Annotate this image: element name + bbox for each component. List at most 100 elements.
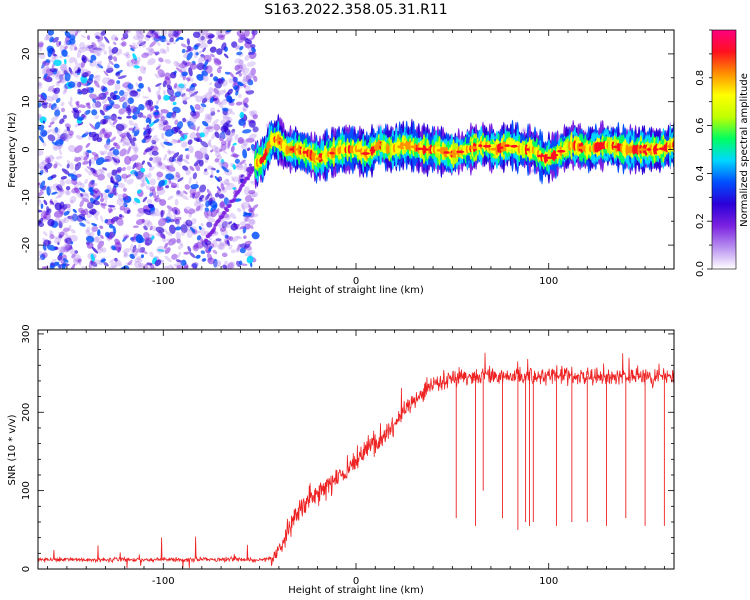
- noise-blob: [63, 227, 70, 232]
- noise-blob: [216, 169, 220, 173]
- noise-blob: [71, 71, 79, 78]
- noise-blob: [168, 164, 174, 168]
- noise-blob: [106, 61, 111, 71]
- noise-blob: [231, 128, 236, 134]
- noise-blob: [124, 155, 132, 165]
- noise-blob: [128, 127, 136, 131]
- noise-blob: [164, 72, 172, 81]
- noise-blob: [51, 191, 58, 195]
- colorbar-tick-label: 0.6: [695, 118, 706, 134]
- noise-blob: [177, 138, 182, 143]
- noise-blob: [226, 95, 232, 103]
- noise-blob: [173, 60, 180, 67]
- noise-blob: [175, 67, 184, 74]
- noise-blob: [115, 174, 122, 182]
- noise-blob: [180, 141, 188, 148]
- noise-blob: [112, 264, 118, 268]
- noise-blob: [234, 134, 239, 141]
- noise-blob: [217, 78, 224, 85]
- noise-blob: [99, 86, 104, 91]
- noise-blob: [221, 166, 229, 173]
- noise-blob: [63, 243, 71, 252]
- noise-blob: [228, 203, 232, 208]
- noise-blob: [221, 107, 229, 112]
- noise-blob: [62, 114, 67, 119]
- noise-blob: [248, 140, 251, 143]
- noise-blob: [127, 97, 134, 104]
- spectrogram-x-axis-label: Height of straight line (km): [288, 285, 424, 296]
- noise-blob: [166, 165, 176, 172]
- colorbar-ticks: 0.0 0.2 0.4 0.6 0.8: [695, 29, 712, 277]
- noise-blob: [128, 119, 135, 126]
- noise-blob: [166, 150, 176, 154]
- noise-blob: [71, 110, 75, 114]
- noise-blob: [165, 173, 175, 181]
- noise-blob: [186, 219, 192, 225]
- noise-blob: [70, 263, 76, 269]
- noise-blob: [142, 115, 147, 119]
- y-tick-label: 0: [21, 146, 32, 152]
- noise-blob: [196, 126, 200, 132]
- noise-blob: [214, 146, 221, 153]
- noise-blob: [79, 193, 84, 198]
- noise-blob: [242, 108, 246, 112]
- noise-blob: [149, 226, 153, 231]
- noise-blob: [174, 226, 182, 231]
- noise-blob: [115, 259, 122, 267]
- noise-blob: [129, 90, 139, 97]
- noise-blob: [65, 185, 71, 191]
- noise-blob: [165, 231, 173, 237]
- noise-blob: [246, 255, 254, 264]
- ridge-peak: [402, 143, 410, 147]
- noise-blob: [105, 105, 113, 111]
- noise-blob: [220, 148, 228, 155]
- noise-blob: [122, 53, 129, 57]
- noise-blob: [73, 258, 82, 265]
- noise-blob: [41, 252, 48, 259]
- noise-blob: [61, 49, 68, 57]
- noise-blob: [184, 206, 193, 212]
- noise-blob: [163, 94, 170, 101]
- noise-blob: [238, 59, 244, 67]
- noise-blob: [154, 259, 162, 267]
- noise-blob: [43, 212, 51, 220]
- noise-blob: [118, 139, 126, 144]
- noise-blob: [138, 41, 147, 47]
- noise-blob: [160, 109, 169, 114]
- noise-blob: [244, 195, 252, 203]
- noise-blob: [96, 63, 104, 69]
- ridge-speckle: [530, 170, 533, 173]
- noise-blob: [166, 45, 170, 53]
- noise-blob: [225, 182, 231, 186]
- noise-blob: [194, 191, 201, 199]
- noise-blob: [74, 145, 83, 154]
- ridge-peak: [295, 148, 301, 151]
- noise-blob: [57, 189, 63, 198]
- noise-blob: [113, 63, 120, 69]
- ridge-peak: [504, 144, 511, 148]
- noise-blob: [246, 61, 256, 67]
- noise-blob: [180, 230, 186, 236]
- noise-blob: [55, 97, 61, 104]
- noise-blob: [149, 188, 153, 198]
- noise-blob: [90, 253, 95, 262]
- noise-blob: [196, 235, 201, 241]
- noise-blob: [41, 63, 50, 72]
- noise-blob: [129, 253, 135, 260]
- noise-blob: [40, 129, 48, 137]
- noise-blob: [130, 236, 135, 241]
- noise-blob: [246, 90, 255, 95]
- noise-blob: [206, 114, 212, 119]
- noise-blob: [159, 111, 164, 119]
- noise-blob: [169, 30, 175, 35]
- noise-blob: [166, 238, 173, 242]
- ridge-peak: [315, 157, 322, 161]
- ridge-speckle: [583, 129, 588, 133]
- noise-blob: [122, 187, 127, 192]
- noise-blob: [190, 124, 197, 130]
- noise-blob: [197, 55, 205, 64]
- noise-blob: [217, 34, 225, 41]
- noise-blob: [50, 154, 55, 160]
- noise-blob: [147, 161, 152, 168]
- noise-blob: [152, 188, 157, 198]
